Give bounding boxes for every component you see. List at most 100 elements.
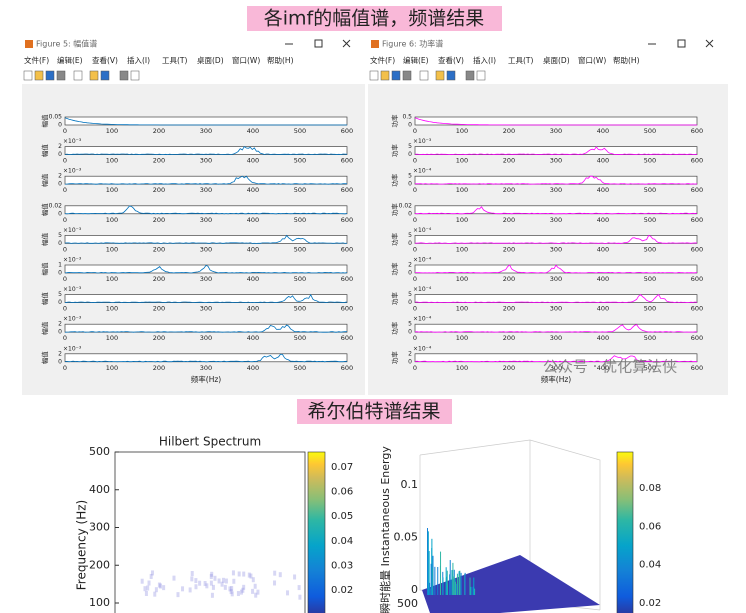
menu-item[interactable]: 帮助(H) [267, 55, 294, 65]
menu-item[interactable]: 窗口(W) [578, 55, 606, 65]
x-tick-label: 100 [456, 275, 468, 283]
x-tick-label: 500 [644, 216, 656, 224]
toolbar-button[interactable] [23, 70, 33, 81]
x-tick-label: 500 [644, 186, 656, 194]
x-tick-label: 600 [691, 216, 703, 224]
menu-item[interactable]: 查看(V) [438, 55, 464, 65]
y-tick-label: 2 [58, 143, 62, 150]
y-tick-label: 1 [58, 262, 62, 269]
toolbar-button[interactable] [34, 70, 44, 81]
toolbar-button[interactable] [100, 70, 110, 81]
toolbar-button[interactable] [446, 70, 456, 81]
x-tick-label: 200 [503, 305, 515, 313]
plot-title: Hilbert Spectrum [159, 435, 261, 449]
spectrum-dot [254, 592, 258, 598]
spectrum-dot [143, 586, 147, 592]
close-button[interactable] [342, 39, 351, 48]
spectrum-dot [190, 576, 194, 582]
toolbar-button[interactable] [89, 70, 99, 81]
x-tick-label: 600 [341, 334, 353, 342]
maximize-button[interactable] [314, 39, 323, 48]
toolbar [22, 68, 365, 84]
spectrum-dot [194, 584, 198, 590]
x-tick-label: 300 [200, 364, 212, 372]
toolbar-button[interactable] [465, 70, 475, 81]
menu-item[interactable]: 帮助(H) [613, 55, 640, 65]
toolbar-button[interactable] [435, 70, 445, 81]
axes [414, 146, 698, 155]
toolbar-button[interactable] [130, 70, 140, 81]
menu-item[interactable]: 桌面(D) [543, 55, 570, 65]
x-tick-label: 300 [200, 216, 212, 224]
x-tick-label: 600 [341, 275, 353, 283]
axes [64, 146, 348, 155]
toolbar-button[interactable] [402, 70, 412, 81]
menu-item[interactable]: 文件(F) [24, 55, 49, 65]
menu-item[interactable]: 插入(I) [127, 55, 150, 65]
x-tick-label: 200 [503, 186, 515, 194]
colorbar-tick-label: 0.03 [331, 560, 353, 571]
y-axis-label: 幅值 [40, 114, 49, 128]
axes [64, 323, 348, 333]
x-tick-label: 300 [550, 186, 562, 194]
spectrum-dot [176, 592, 180, 598]
x-tick-label: 500 [294, 127, 306, 135]
toolbar-button[interactable] [56, 70, 66, 81]
toolbar-button[interactable] [476, 70, 486, 81]
menu-item[interactable]: 编辑(E) [403, 55, 429, 65]
x-tick-label: 100 [456, 364, 468, 372]
spectrum-dot [190, 571, 194, 577]
colorbar [307, 451, 326, 613]
spectrum-dot [242, 571, 246, 577]
spectrum-dot [228, 586, 232, 592]
y-tick-label: 400 [89, 483, 110, 496]
x-tick-label: 100 [456, 157, 468, 165]
menu-item[interactable]: 桌面(D) [197, 55, 224, 65]
y-tick-label: 2 [408, 350, 412, 357]
menu-item[interactable]: 工具(T) [162, 56, 188, 65]
spectrum-dot [230, 591, 234, 597]
y-axis-label: Frequency (Hz) [75, 500, 89, 591]
x-tick-label: 400 [247, 275, 259, 283]
toolbar-button[interactable] [73, 70, 83, 81]
x-tick-label: 600 [691, 245, 703, 253]
menu-item[interactable]: 查看(V) [92, 55, 118, 65]
toolbar-button[interactable] [419, 70, 429, 81]
axis-exponent: ×10⁻³ [63, 316, 82, 323]
menu-item[interactable]: 工具(T) [508, 56, 534, 65]
toolbar-button[interactable] [369, 70, 379, 81]
y-tick-label: 0 [408, 358, 412, 365]
menu-item[interactable]: 窗口(W) [232, 55, 260, 65]
menu-item[interactable]: 文件(F) [370, 55, 395, 65]
axis-exponent: ×10⁻³ [63, 138, 82, 145]
x-tick-label: 400 [597, 127, 609, 135]
close-button[interactable] [705, 39, 714, 48]
menu-item[interactable]: 插入(I) [473, 55, 496, 65]
maximize-button[interactable] [677, 39, 686, 48]
axis-exponent: ×10⁻⁴ [413, 316, 432, 323]
colorbar-tick-label: 0.05 [331, 511, 353, 522]
spectrum-dot [273, 570, 277, 576]
y-tick-label: 0 [58, 181, 62, 188]
x-tick-label: 300 [550, 275, 562, 283]
spectrum-dot [209, 580, 213, 586]
toolbar-button[interactable] [391, 70, 401, 81]
x-tick-label: 200 [153, 157, 165, 165]
toolbar-button[interactable] [119, 70, 129, 81]
x-axis-label: 频率(Hz) [541, 374, 572, 384]
spectrum-line [414, 234, 698, 244]
x-tick-label: 0 [63, 216, 67, 224]
menu-item[interactable]: 编辑(E) [57, 55, 83, 65]
axis-exponent: ×10⁻³ [63, 168, 82, 175]
x-tick-label: 600 [341, 157, 353, 165]
x-tick-label: 100 [456, 334, 468, 342]
y-tick-label: 0.02 [49, 202, 63, 209]
spectrum-line [414, 324, 698, 333]
y-tick-label: 100 [89, 596, 110, 609]
x-tick-label: 400 [247, 245, 259, 253]
y-tick-label: 5 [408, 232, 412, 239]
x-tick-label: 300 [200, 275, 212, 283]
toolbar-button[interactable] [45, 70, 55, 81]
toolbar-button[interactable] [380, 70, 390, 81]
heading: 希尔伯特谱结果 [307, 401, 440, 423]
